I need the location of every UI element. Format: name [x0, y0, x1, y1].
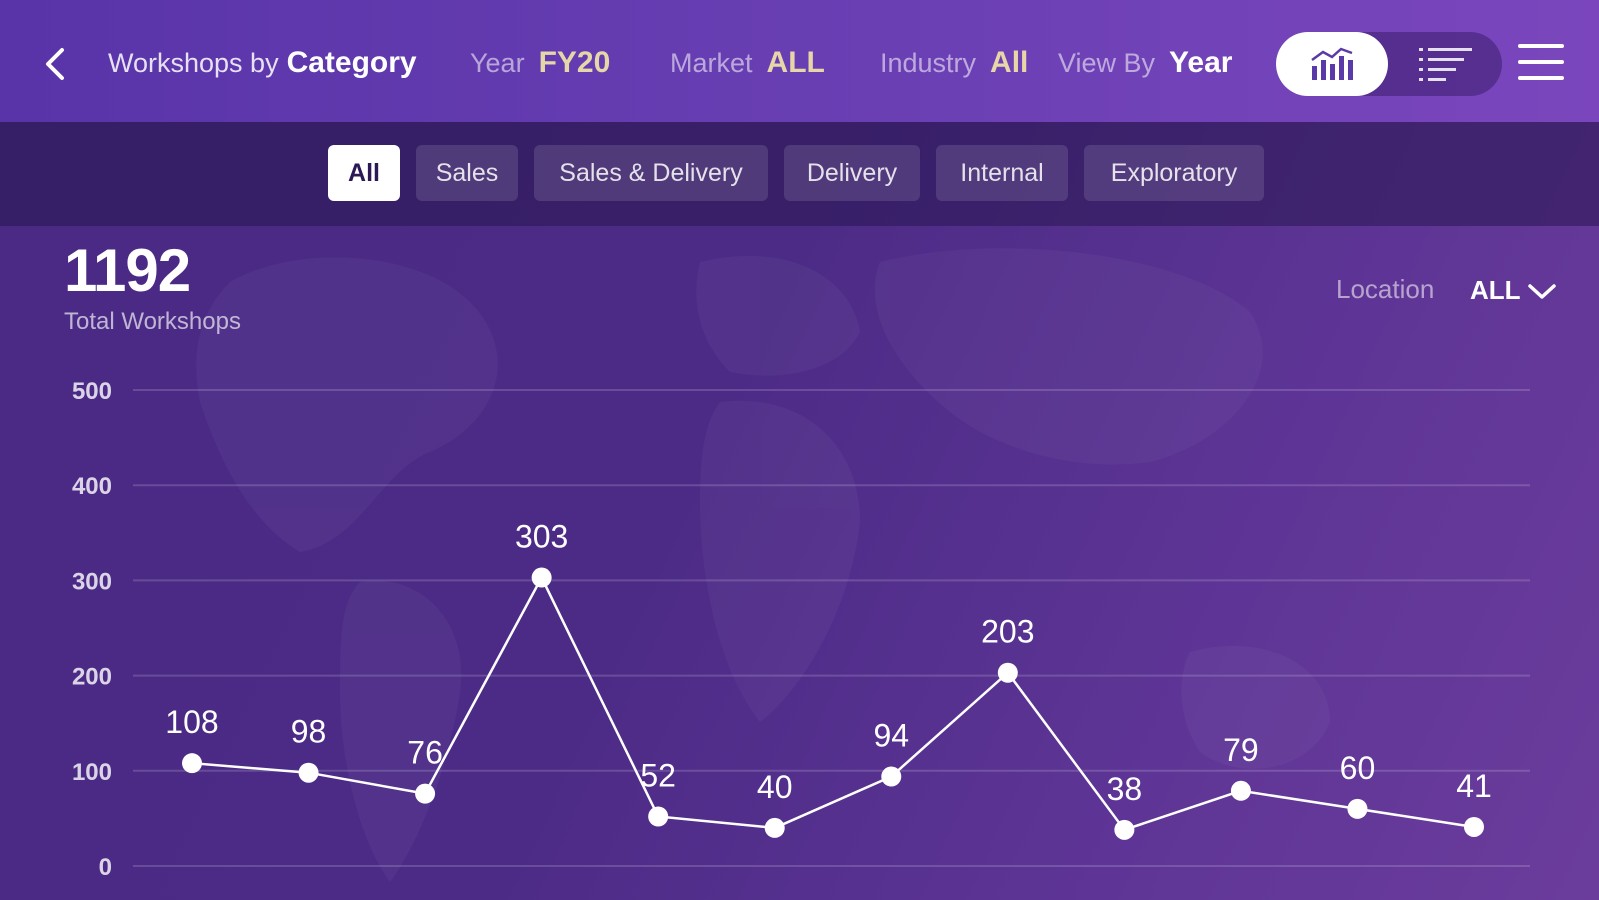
- series-line: [191, 574, 1475, 832]
- data-label: 98: [291, 714, 327, 750]
- page-title-value[interactable]: Category: [286, 46, 417, 79]
- filter-industry-label: Industry: [880, 48, 977, 78]
- data-label: 52: [640, 757, 676, 793]
- workshops-line-chart: 0 100 200 300 400 500 108 98 76 303 52 40 94 203 38 79 6…: [72, 378, 1530, 881]
- data-point: [1464, 816, 1484, 837]
- data-point: [415, 783, 436, 804]
- location-value: ALL: [1470, 275, 1521, 305]
- data-label: 38: [1107, 771, 1143, 807]
- data-label: 108: [165, 704, 218, 740]
- data-label: 41: [1456, 768, 1492, 804]
- chevron-down-icon: [1527, 283, 1556, 299]
- filter-year-label: Year: [470, 48, 525, 78]
- data-point: [298, 762, 319, 783]
- filter-market-value[interactable]: ALL: [766, 46, 825, 79]
- data-point: [1114, 819, 1135, 840]
- tab-exploratory[interactable]: Exploratory: [1084, 145, 1264, 201]
- tab-sales[interactable]: Sales: [416, 145, 518, 201]
- data-point: [1347, 798, 1368, 819]
- filter-market[interactable]: Market ALL: [670, 46, 825, 80]
- tab-delivery[interactable]: Delivery: [784, 145, 920, 201]
- y-tick-label: 0: [99, 854, 112, 881]
- data-point: [1230, 780, 1251, 801]
- y-tick-label: 200: [72, 664, 112, 691]
- location-dropdown[interactable]: ALL: [1470, 275, 1557, 306]
- filter-market-label: Market: [670, 48, 753, 78]
- y-tick-label: 500: [72, 378, 112, 405]
- category-tab-bar: All Sales Sales & Delivery Delivery Inte…: [0, 122, 1599, 226]
- data-label: 203: [981, 614, 1034, 650]
- data-point: [997, 662, 1018, 683]
- data-point: [182, 753, 202, 774]
- list-view-button[interactable]: [1392, 32, 1500, 96]
- filter-view-by[interactable]: View By Year: [1058, 46, 1232, 80]
- tab-all[interactable]: All: [328, 145, 400, 201]
- top-bar: Workshops by Category Year FY20 Market ALL …: [0, 0, 1599, 122]
- location-label: Location: [1336, 274, 1435, 304]
- filter-year-value[interactable]: FY20: [538, 46, 611, 79]
- view-toggle: [1276, 32, 1502, 96]
- page-title: Workshops by Category: [108, 46, 417, 80]
- data-point: [648, 806, 669, 827]
- data-label: 76: [407, 735, 443, 771]
- data-label: 303: [515, 519, 568, 555]
- chart-view-button[interactable]: [1276, 32, 1388, 96]
- filter-industry[interactable]: Industry All: [880, 46, 1028, 80]
- tab-sales-delivery[interactable]: Sales & Delivery: [534, 145, 768, 201]
- y-tick-label: 100: [72, 759, 112, 786]
- filter-industry-value[interactable]: All: [990, 46, 1029, 79]
- y-tick-label: 400: [72, 473, 112, 500]
- data-point: [881, 766, 902, 787]
- chevron-left-icon: [46, 48, 64, 80]
- y-tick-label: 300: [72, 568, 112, 595]
- total-workshops-label: Total Workshops: [64, 308, 241, 335]
- data-label: 40: [757, 769, 793, 805]
- data-label: 60: [1340, 750, 1376, 786]
- filter-year[interactable]: Year FY20: [470, 46, 610, 80]
- data-point: [531, 567, 552, 588]
- filter-view-by-value[interactable]: Year: [1169, 46, 1233, 79]
- list-icon: [1419, 48, 1472, 81]
- page-title-prefix: Workshops by: [108, 48, 279, 78]
- filter-view-by-label: View By: [1058, 48, 1156, 78]
- data-label: 94: [873, 718, 909, 754]
- bar-line-chart-icon: [1311, 47, 1353, 80]
- data-point: [764, 817, 785, 838]
- menu-button[interactable]: [1516, 40, 1566, 84]
- hamburger-menu-icon: [1518, 44, 1564, 80]
- tab-internal[interactable]: Internal: [936, 145, 1068, 201]
- data-label: 79: [1223, 732, 1259, 768]
- back-button[interactable]: [38, 44, 74, 84]
- total-workshops-value: 1192: [64, 237, 191, 304]
